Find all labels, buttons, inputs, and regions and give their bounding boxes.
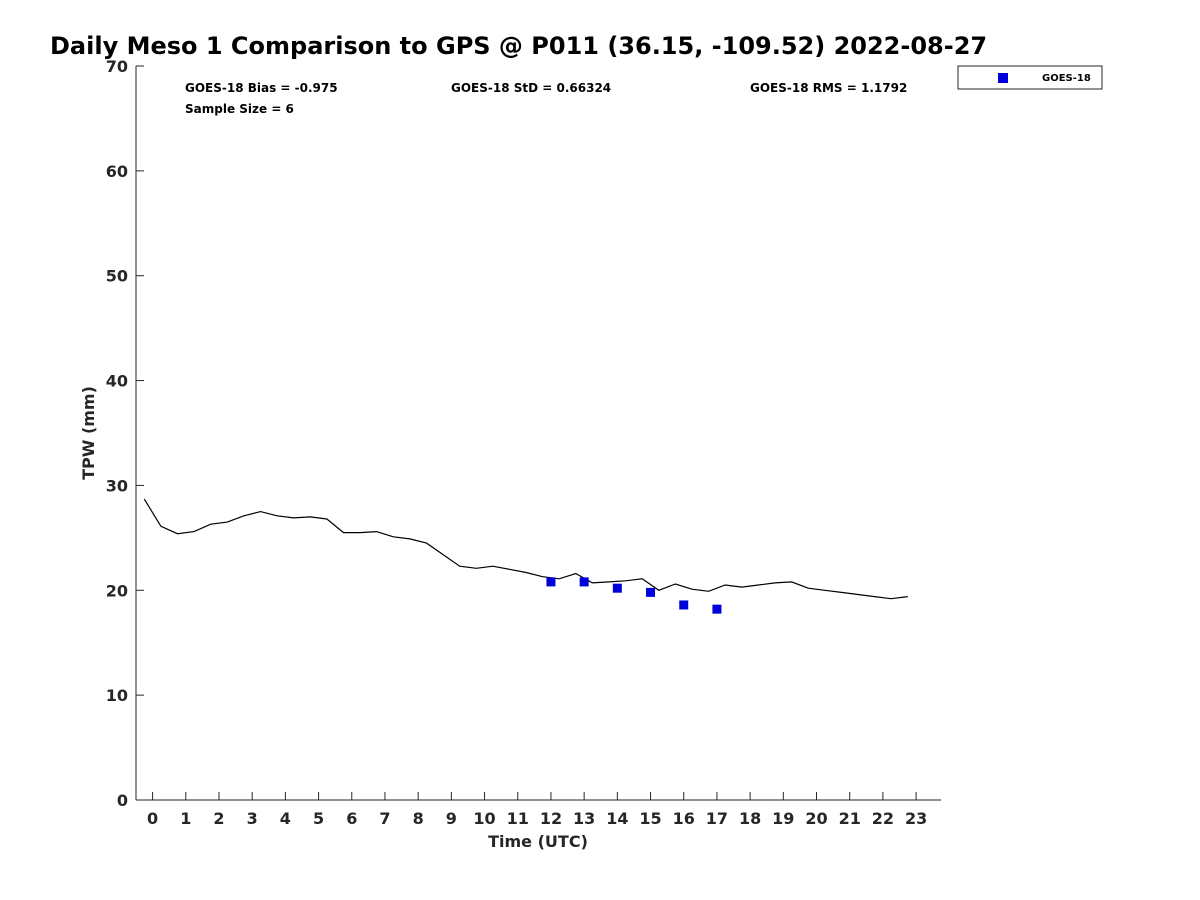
goes-18-point bbox=[712, 604, 722, 614]
x-tick-label: 8 bbox=[413, 809, 424, 828]
x-tick-label: 18 bbox=[739, 809, 761, 828]
x-tick-label: 14 bbox=[606, 809, 628, 828]
std-stat: GOES-18 StD = 0.66324 bbox=[451, 81, 611, 95]
x-tick-label: 20 bbox=[805, 809, 827, 828]
x-tick-label: 21 bbox=[839, 809, 861, 828]
sample-size-stat: Sample Size = 6 bbox=[185, 102, 294, 116]
x-tick-label: 4 bbox=[280, 809, 291, 828]
legend-marker-goes-18 bbox=[998, 73, 1008, 83]
x-tick-label: 17 bbox=[706, 809, 728, 828]
y-tick-label: 70 bbox=[106, 57, 128, 76]
legend: GOES-18 bbox=[957, 65, 1103, 90]
bias-stat: GOES-18 Bias = -0.975 bbox=[185, 81, 338, 95]
goes-18-point bbox=[546, 577, 556, 587]
y-tick-label: 30 bbox=[106, 476, 128, 495]
legend-label-goes-18: GOES-18 bbox=[1042, 73, 1091, 84]
x-tick-label: 15 bbox=[639, 809, 661, 828]
y-tick-label: 40 bbox=[106, 372, 128, 391]
x-tick-label: 2 bbox=[213, 809, 224, 828]
y-axis-label: TPW (mm) bbox=[79, 386, 98, 480]
x-tick-label: 1 bbox=[180, 809, 191, 828]
x-tick-label: 12 bbox=[540, 809, 562, 828]
x-tick-label: 13 bbox=[573, 809, 595, 828]
y-tick-label: 60 bbox=[106, 162, 128, 181]
goes-18-point bbox=[612, 583, 622, 593]
x-tick-label: 3 bbox=[247, 809, 258, 828]
y-tick-label: 20 bbox=[106, 581, 128, 600]
x-tick-label: 7 bbox=[379, 809, 390, 828]
x-tick-label: 23 bbox=[905, 809, 927, 828]
x-tick-label: 10 bbox=[473, 809, 495, 828]
y-tick-label: 0 bbox=[117, 791, 128, 810]
gps-tpw-line bbox=[143, 498, 908, 600]
legend-box bbox=[957, 65, 1103, 90]
x-tick-label: 6 bbox=[346, 809, 357, 828]
x-tick-label: 5 bbox=[313, 809, 324, 828]
goes-18-point bbox=[679, 600, 689, 610]
y-tick-label: 10 bbox=[106, 686, 128, 705]
goes-18-point bbox=[579, 577, 589, 587]
x-tick-label: 16 bbox=[673, 809, 695, 828]
x-axis-label: Time (UTC) bbox=[488, 832, 588, 851]
x-tick-label: 9 bbox=[446, 809, 457, 828]
y-ticks: 0 10 20 30 40 50 60 70 bbox=[106, 57, 144, 810]
plot-axes bbox=[135, 66, 941, 801]
goes-18-point bbox=[646, 587, 656, 597]
series-layer bbox=[143, 498, 908, 614]
x-tick-label: 22 bbox=[872, 809, 894, 828]
y-tick-label: 50 bbox=[106, 267, 128, 286]
x-tick-label: 11 bbox=[507, 809, 529, 828]
rms-stat: GOES-18 RMS = 1.1792 bbox=[750, 81, 907, 95]
x-tick-label: 0 bbox=[147, 809, 158, 828]
x-tick-label: 19 bbox=[772, 809, 794, 828]
chart-title: Daily Meso 1 Comparison to GPS @ P011 (3… bbox=[50, 32, 987, 60]
x-ticks: 0 1 2 3 4 5 6 7 8 9 10 11 12 13 14 15 16 17 18 19 20 21 22 23 bbox=[147, 792, 927, 828]
